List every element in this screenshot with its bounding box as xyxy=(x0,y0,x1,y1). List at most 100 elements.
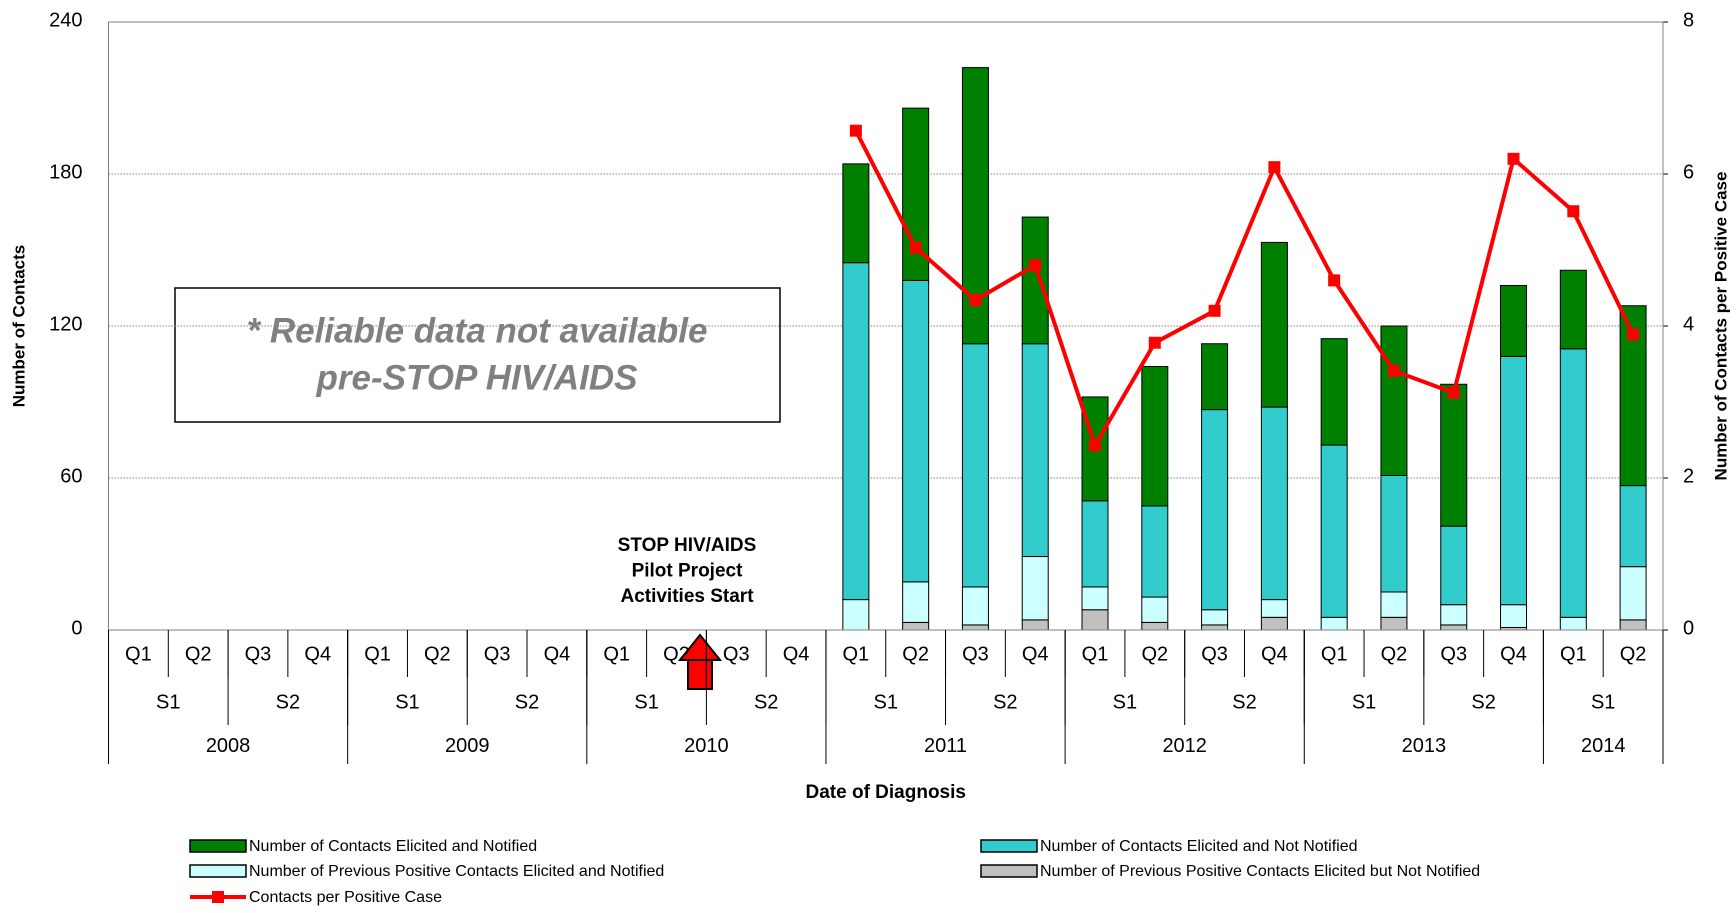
group-label: S1 xyxy=(634,691,658,713)
bar-segment xyxy=(1021,216,1049,345)
bar-segment xyxy=(1141,366,1169,507)
group-label: S1 xyxy=(395,691,419,713)
x-tick-label: Q4 xyxy=(304,643,331,665)
line-marker xyxy=(1507,152,1520,165)
y2-axis-title: Number of Contacts per Positive Case xyxy=(1711,172,1730,481)
line-marker xyxy=(1208,304,1221,317)
bar-segment xyxy=(1141,621,1169,631)
legend-label: Number of Previous Positive Contacts Eli… xyxy=(1040,863,1480,880)
x-tick-label: Q3 xyxy=(245,643,272,665)
y-axis-title: Number of Contacts xyxy=(9,245,28,407)
legend-label: Number of Contacts Elicited and Notified xyxy=(249,838,537,855)
line xyxy=(854,129,1635,448)
legend-marker xyxy=(212,891,224,903)
bar-segment xyxy=(1559,348,1587,618)
bar-segment xyxy=(1081,586,1109,611)
x-tick-label: Q4 xyxy=(783,643,810,665)
line-marker xyxy=(1387,364,1400,377)
bar-segment xyxy=(1559,616,1587,631)
bar-segment xyxy=(1619,485,1647,568)
x-tick-label: Q2 xyxy=(185,643,212,665)
x-tick-label: Q3 xyxy=(723,643,750,665)
y2-tick-label: 2 xyxy=(1683,465,1694,487)
x-tick-label: Q4 xyxy=(1500,643,1527,665)
legend-label: Number of Contacts Elicited and Not Noti… xyxy=(1040,838,1357,855)
x-tick-label: Q2 xyxy=(902,643,929,665)
legend-swatch xyxy=(189,839,247,853)
annotation-text: * Reliable data not available xyxy=(247,311,708,350)
bar-segment xyxy=(902,621,930,631)
group-label: 2010 xyxy=(684,735,729,757)
x-tick-label: Q4 xyxy=(1261,643,1288,665)
start-arrow xyxy=(677,633,723,690)
x-tick-label: Q3 xyxy=(962,643,989,665)
x-tick-label: Q2 xyxy=(424,643,451,665)
x-tick-label: Q1 xyxy=(1082,643,1109,665)
bar-segment xyxy=(1380,474,1408,593)
bar-segment xyxy=(1021,556,1049,621)
bar-segment xyxy=(1021,343,1049,558)
x-tick-label: Q1 xyxy=(364,643,391,665)
bar-segment xyxy=(1440,604,1468,626)
bar-segment xyxy=(1440,525,1468,606)
line-marker xyxy=(1148,336,1161,349)
bar-segment xyxy=(1619,305,1647,487)
group-label: S2 xyxy=(1232,691,1256,713)
legend-swatch xyxy=(189,864,247,878)
annotation-box xyxy=(174,287,781,423)
bar-segment xyxy=(1440,624,1468,631)
group-label: 2012 xyxy=(1162,735,1207,757)
group-label: 2008 xyxy=(206,735,251,757)
line-marker xyxy=(1328,274,1341,287)
annotation-text: pre-STOP HIV/AIDS xyxy=(316,358,638,397)
group-label: S1 xyxy=(1591,691,1615,713)
annotation-text: STOP HIV/AIDS xyxy=(618,535,757,556)
bar-segment xyxy=(1320,444,1348,618)
line-marker xyxy=(1268,161,1281,174)
x-tick-label: Q1 xyxy=(125,643,152,665)
group-label: 2011 xyxy=(924,735,967,757)
bar-segment xyxy=(1081,500,1109,588)
legend-label: Number of Previous Positive Contacts Eli… xyxy=(249,863,664,880)
bar-segment xyxy=(1380,325,1408,476)
x-tick-label: Q3 xyxy=(484,643,511,665)
x-tick-label: Q2 xyxy=(1141,643,1168,665)
line-marker xyxy=(849,124,862,137)
y2-tick-label: 6 xyxy=(1683,161,1694,183)
annotation-text: Activities Start xyxy=(620,586,754,607)
bar-segment xyxy=(902,581,930,623)
bar-segment xyxy=(1260,616,1288,631)
y2-tick-label: 4 xyxy=(1683,313,1694,335)
bar-segment xyxy=(842,163,870,264)
bar-segment xyxy=(961,586,989,626)
x-tick-label: Q4 xyxy=(544,643,571,665)
line-marker xyxy=(1567,205,1580,218)
line-marker xyxy=(1447,386,1460,399)
x-tick-label: Q2 xyxy=(663,643,690,665)
y-tick-label: 180 xyxy=(49,161,82,183)
bar-segment xyxy=(1320,338,1348,446)
group-label: S2 xyxy=(993,691,1017,713)
group-label: S2 xyxy=(276,691,300,713)
x-tick-label: Q1 xyxy=(1560,643,1587,665)
bar-segment xyxy=(1260,241,1288,408)
line-marker xyxy=(1627,328,1640,341)
group-label: S2 xyxy=(754,691,778,713)
bar-segment xyxy=(1619,566,1647,621)
bar-segment xyxy=(1500,284,1528,357)
bar-segment xyxy=(1201,624,1229,631)
group-label: S2 xyxy=(1471,691,1495,713)
x-tick-label: Q3 xyxy=(1440,643,1467,665)
x-tick-label: Q2 xyxy=(1381,643,1408,665)
bar-segment xyxy=(1201,609,1229,626)
bar-segment xyxy=(1500,604,1528,628)
annotation-text: Pilot Project xyxy=(632,561,744,582)
group-label: S1 xyxy=(1113,691,1137,713)
x-tick-label: Q2 xyxy=(1620,643,1647,665)
bar-segment xyxy=(961,624,989,631)
x-tick-label: Q1 xyxy=(843,643,870,665)
x-tick-label: Q1 xyxy=(1321,643,1348,665)
bar-segment xyxy=(1201,343,1229,411)
